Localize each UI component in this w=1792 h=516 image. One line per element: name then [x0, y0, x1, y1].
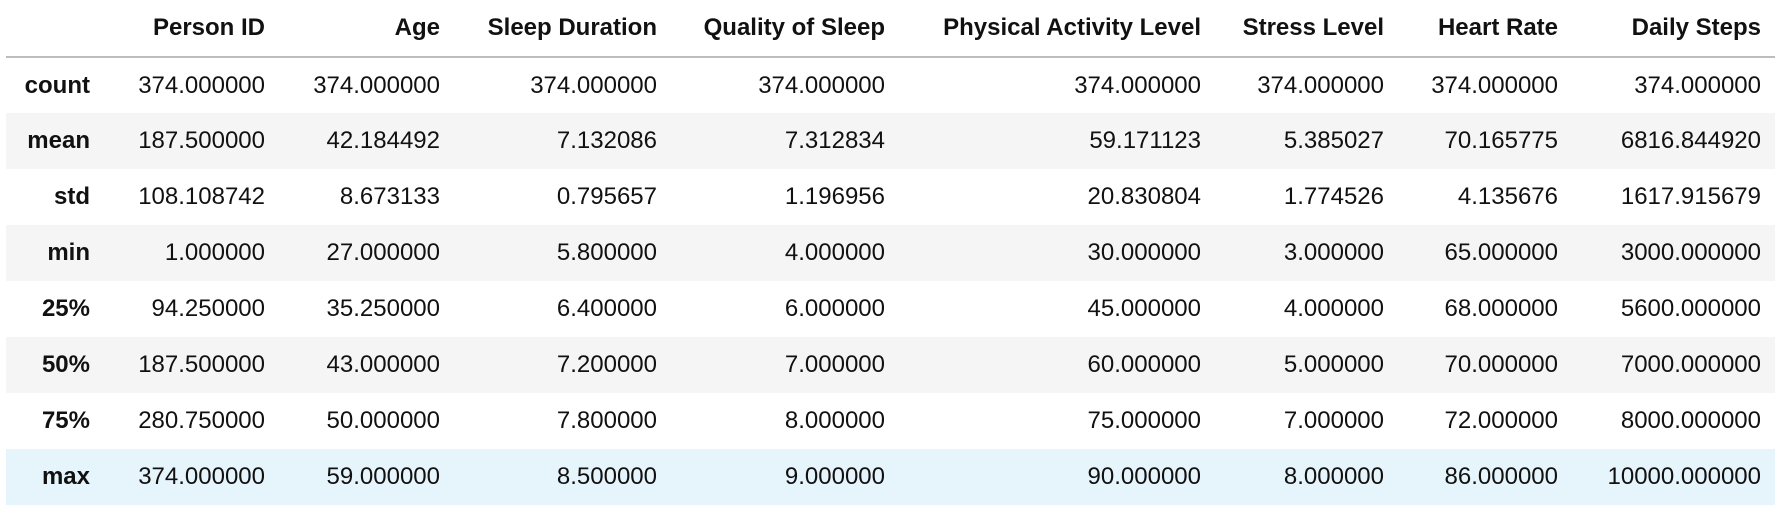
table-cell: 7.132086	[556, 127, 657, 154]
table-cell: 5600.000000	[1620, 295, 1761, 322]
table-row-max: max 374.000000 59.000000 8.500000 9.0000…	[6, 449, 1775, 505]
table-cell: 7.000000	[784, 351, 885, 378]
table-cell: 8.673133	[339, 183, 440, 210]
header-row: Person ID Age Sleep Duration Quality of …	[6, 0, 1775, 58]
row-label: std	[54, 183, 90, 210]
table-cell: 5.385027	[1283, 127, 1384, 154]
table-cell: 8.000000	[1283, 463, 1384, 490]
table-row-25-percent: 25% 94.250000 35.250000 6.400000 6.00000…	[6, 281, 1775, 337]
table-cell: 5.000000	[1283, 351, 1384, 378]
index-corner	[6, 0, 104, 58]
table-cell: 7.312834	[784, 127, 885, 154]
table-cell: 68.000000	[1444, 295, 1558, 322]
column-header-daily-steps: Daily Steps	[1572, 0, 1775, 58]
table-row-50-percent: 50% 187.500000 43.000000 7.200000 7.0000…	[6, 337, 1775, 393]
dataframe-output: Person ID Age Sleep Duration Quality of …	[6, 0, 1775, 505]
table-row-min: min 1.000000 27.000000 5.800000 4.000000…	[6, 225, 1775, 281]
column-header-sleep-duration: Sleep Duration	[454, 0, 671, 58]
table-cell: 6.000000	[784, 295, 885, 322]
table-cell: 60.000000	[1087, 351, 1201, 378]
row-label: 50%	[41, 351, 90, 378]
table-cell: 1.196956	[784, 183, 885, 210]
table-cell: 8.000000	[784, 407, 885, 434]
table-cell: 70.000000	[1444, 351, 1558, 378]
table-cell: 108.108742	[138, 183, 265, 210]
table-cell: 374.000000	[313, 71, 440, 99]
table-body: count 374.000000 374.000000 374.000000 3…	[6, 57, 1775, 505]
table-cell: 75.000000	[1087, 407, 1201, 434]
table-cell: 59.000000	[326, 463, 440, 490]
table-cell: 374.000000	[138, 463, 265, 490]
table-cell: 70.165775	[1444, 127, 1558, 154]
table-cell: 94.250000	[151, 295, 265, 322]
table-cell: 8000.000000	[1620, 407, 1761, 434]
table-cell: 7000.000000	[1620, 351, 1761, 378]
table-cell: 20.830804	[1087, 183, 1201, 210]
table-cell: 43.000000	[326, 351, 440, 378]
table-row-std: std 108.108742 8.673133 0.795657 1.19695…	[6, 169, 1775, 225]
table-row-count: count 374.000000 374.000000 374.000000 3…	[6, 57, 1775, 113]
table-cell: 374.000000	[530, 71, 657, 99]
table-cell: 187.500000	[138, 127, 265, 154]
column-header-physical-activity-level: Physical Activity Level	[899, 0, 1215, 58]
table-cell: 4.000000	[1283, 295, 1384, 322]
table-cell: 4.135676	[1457, 183, 1558, 210]
row-label: max	[41, 463, 90, 490]
row-label: mean	[27, 127, 90, 154]
table-cell: 0.795657	[556, 183, 657, 210]
column-header-age: Age	[279, 0, 454, 58]
table-cell: 7.200000	[556, 351, 657, 378]
table-cell: 30.000000	[1087, 239, 1201, 266]
table-row-75-percent: 75% 280.750000 50.000000 7.800000 8.0000…	[6, 393, 1775, 449]
table-cell: 6.400000	[556, 295, 657, 322]
table-cell: 280.750000	[138, 407, 265, 434]
row-label: min	[47, 239, 90, 266]
table-cell: 35.250000	[326, 295, 440, 322]
table-cell: 1.000000	[164, 239, 265, 266]
row-label: count	[24, 71, 90, 99]
table-cell: 50.000000	[326, 407, 440, 434]
table-cell: 9.000000	[784, 463, 885, 490]
table-cell: 6816.844920	[1620, 127, 1761, 154]
table-cell: 3000.000000	[1620, 239, 1761, 266]
column-header-quality-of-sleep: Quality of Sleep	[671, 0, 899, 58]
table-cell: 7.800000	[556, 407, 657, 434]
table-cell: 90.000000	[1087, 463, 1201, 490]
column-header-person-id: Person ID	[104, 0, 279, 58]
table-cell: 4.000000	[784, 239, 885, 266]
table-cell: 374.000000	[1431, 71, 1558, 99]
table-cell: 374.000000	[138, 71, 265, 99]
table-cell: 374.000000	[1074, 71, 1201, 99]
table-header: Person ID Age Sleep Duration Quality of …	[6, 0, 1775, 58]
table-cell: 65.000000	[1444, 239, 1558, 266]
table-cell: 5.800000	[556, 239, 657, 266]
table-cell: 3.000000	[1283, 239, 1384, 266]
table-cell: 374.000000	[1257, 71, 1384, 99]
column-header-heart-rate: Heart Rate	[1398, 0, 1572, 58]
table-cell: 1.774526	[1283, 183, 1384, 210]
table-cell: 42.184492	[326, 127, 440, 154]
row-label: 75%	[41, 407, 90, 434]
table-cell: 59.171123	[1089, 127, 1201, 154]
describe-table: Person ID Age Sleep Duration Quality of …	[6, 0, 1775, 505]
table-cell: 10000.000000	[1607, 463, 1762, 490]
row-label: 25%	[41, 295, 90, 322]
table-cell: 27.000000	[326, 239, 440, 266]
table-cell: 187.500000	[138, 351, 265, 378]
table-cell: 374.000000	[758, 71, 885, 99]
table-cell: 7.000000	[1283, 407, 1384, 434]
table-cell: 45.000000	[1087, 295, 1201, 322]
table-cell: 8.500000	[556, 463, 657, 490]
table-cell: 1617.915679	[1620, 183, 1761, 210]
table-cell: 72.000000	[1444, 407, 1558, 434]
table-row-mean: mean 187.500000 42.184492 7.132086 7.312…	[6, 113, 1775, 169]
table-cell: 374.000000	[1634, 71, 1761, 99]
table-cell: 86.000000	[1444, 463, 1558, 490]
column-header-stress-level: Stress Level	[1215, 0, 1398, 58]
